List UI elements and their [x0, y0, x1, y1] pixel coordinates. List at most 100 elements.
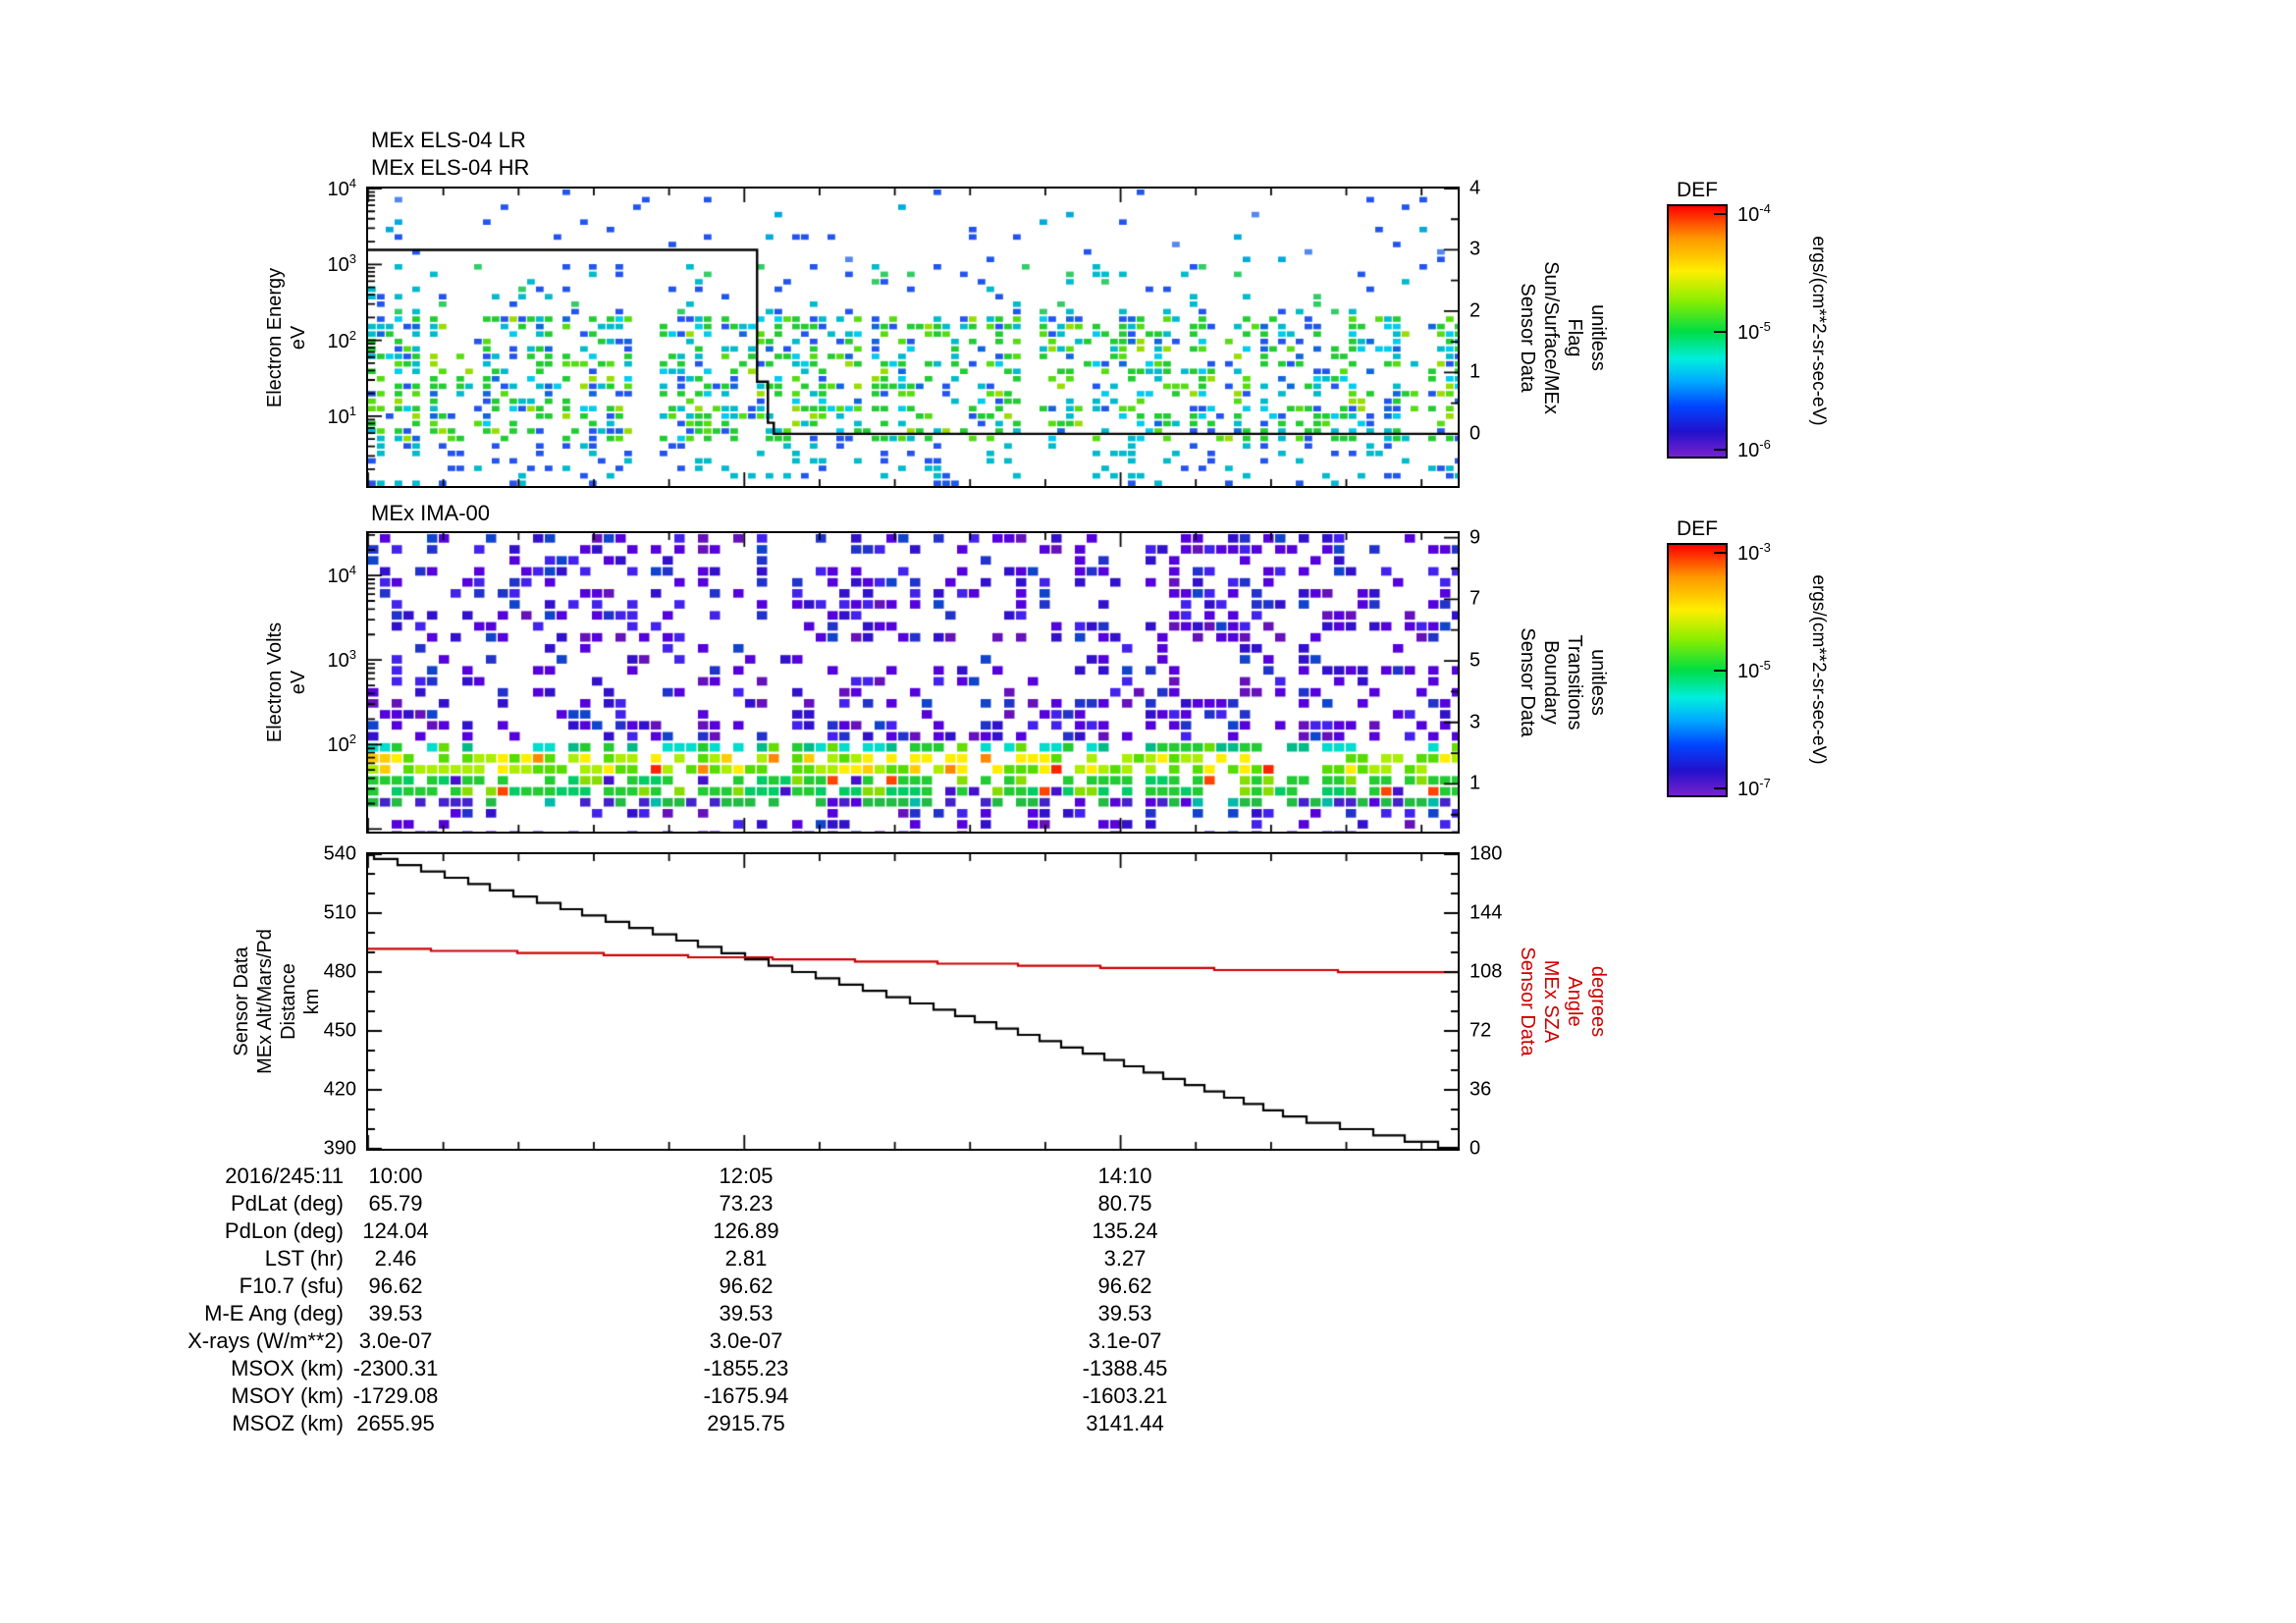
table-row-label: MSOX (km) [231, 1356, 344, 1380]
ima-boundary-ytick: 3 [1469, 711, 1481, 733]
ima-boundary-ytick: 1 [1469, 772, 1481, 794]
sza-ytick: 144 [1469, 901, 1503, 924]
colorbar-2-tick: 10-7 [1737, 776, 1771, 800]
aux-panel-frame [366, 852, 1460, 1151]
table-cell: 3.1e-07 [1088, 1328, 1162, 1353]
table-cell: 2.81 [724, 1246, 768, 1271]
table-row-label: MSOZ (km) [232, 1411, 344, 1435]
els-panel-frame [366, 187, 1460, 488]
altitude-ytick: 390 [323, 1137, 356, 1160]
table-cell: 39.53 [1097, 1301, 1152, 1325]
els-ytick: 101 [327, 404, 356, 428]
table-cell: 2655.95 [356, 1411, 435, 1435]
colorbar-2-tick: 10-5 [1737, 658, 1771, 682]
ima-panel-frame [366, 531, 1460, 834]
els-ytick: 103 [327, 251, 356, 276]
table-cell: 3.0e-07 [358, 1328, 433, 1353]
table-cell: 2.46 [374, 1246, 417, 1271]
ima-ytick: 104 [327, 563, 356, 587]
els-title-lr: MEx ELS-04 LR [371, 128, 526, 152]
colorbar-1-tickmark [1714, 449, 1726, 451]
altitude-ytick: 540 [323, 842, 356, 865]
ima-spectrogram-canvas [368, 533, 1458, 832]
colorbar-1-title: DEF [1677, 179, 1718, 201]
table-cell: 39.53 [719, 1301, 774, 1325]
table-cell: 96.62 [719, 1273, 774, 1298]
table-cell: 39.53 [368, 1301, 423, 1325]
time-tick-label: 12:05 [719, 1163, 774, 1188]
altitude-axis-label: Sensor Data MEx Alt/Mars/Pd Distance km [231, 929, 323, 1074]
sza-ytick: 180 [1469, 842, 1503, 865]
colorbar-1-tickmark [1714, 331, 1726, 333]
table-row-label: F10.7 (sfu) [239, 1273, 344, 1298]
table-row-label: MSOY (km) [231, 1383, 344, 1408]
table-cell: 96.62 [1097, 1273, 1152, 1298]
sza-axis-label: degrees Angle MEx SZA Sensor Data [1517, 947, 1609, 1056]
ima-ytick: 103 [327, 647, 356, 672]
sza-ytick: 108 [1469, 960, 1503, 983]
colorbar-2-tickmark [1714, 787, 1726, 789]
els-flag-ytick: 3 [1469, 238, 1481, 260]
els-flag-ytick: 0 [1469, 422, 1481, 445]
table-cell: 3.0e-07 [709, 1328, 783, 1353]
colorbar-2-tick: 10-3 [1737, 540, 1771, 565]
ima-boundary-axis-label: unitless Transitions Boundary Sensor Dat… [1517, 627, 1609, 737]
table-cell: 3141.44 [1086, 1411, 1164, 1435]
ima-title: MEx IMA-00 [371, 501, 491, 525]
table-cell: 80.75 [1097, 1191, 1152, 1216]
table-cell: 126.89 [713, 1218, 779, 1243]
ima-boundary-ytick: 5 [1469, 649, 1481, 672]
table-row-label: PdLon (deg) [224, 1218, 344, 1243]
colorbar-2-tickmark [1714, 552, 1726, 554]
els-ytick: 102 [327, 328, 356, 352]
ima-ytick: 102 [327, 731, 356, 756]
els-flag-axis-label: unitless Flag Sun/Surface/MEx Sensor Dat… [1517, 261, 1609, 414]
time-tick-label: 10:00 [368, 1163, 423, 1188]
altitude-ytick: 450 [323, 1019, 356, 1042]
colorbar-1-units: ergs/(cm**2-sr-sec-eV) [1808, 236, 1829, 426]
ima-yaxis-label: Electron Volts eV [264, 622, 309, 743]
altitude-ytick: 510 [323, 901, 356, 924]
table-cell: 124.04 [362, 1218, 429, 1243]
table-cell: -1855.23 [703, 1356, 789, 1380]
table-cell: 135.24 [1092, 1218, 1158, 1243]
els-yaxis-label: Electron Energy eV [264, 267, 309, 408]
els-flag-ytick: 2 [1469, 299, 1481, 322]
table-row-label: PdLat (deg) [231, 1191, 344, 1216]
altitude-ytick: 480 [323, 960, 356, 983]
colorbar-2-tickmark [1714, 670, 1726, 672]
table-cell: -1675.94 [703, 1383, 789, 1408]
table-cell: -1388.45 [1082, 1356, 1168, 1380]
table-cell: 2915.75 [707, 1411, 785, 1435]
table-cell: 3.27 [1103, 1246, 1147, 1271]
colorbar-1-tick: 10-6 [1737, 437, 1771, 461]
colorbar-2-units: ergs/(cm**2-sr-sec-eV) [1808, 574, 1829, 765]
ima-boundary-ytick: 9 [1469, 526, 1481, 549]
colorbar-1-tick: 10-4 [1737, 201, 1771, 226]
els-title-hr: MEx ELS-04 HR [371, 155, 530, 180]
els-flag-ytick: 4 [1469, 177, 1481, 199]
table-cell: -1603.21 [1082, 1383, 1168, 1408]
colorbar-2-title: DEF [1677, 517, 1718, 540]
time-tick-label: 14:10 [1097, 1163, 1152, 1188]
altitude-sza-canvas [368, 854, 1458, 1149]
sza-ytick: 72 [1469, 1019, 1492, 1042]
ima-boundary-ytick: 7 [1469, 587, 1481, 610]
els-ytick: 104 [327, 176, 356, 200]
els-spectrogram-canvas [368, 189, 1458, 486]
sza-ytick: 0 [1469, 1137, 1481, 1160]
table-row-label: M-E Ang (deg) [204, 1301, 344, 1325]
sza-ytick: 36 [1469, 1078, 1492, 1101]
table-row-label: 2016/245:11 [225, 1163, 344, 1188]
table-cell: 65.79 [368, 1191, 423, 1216]
colorbar-1-tickmark [1714, 213, 1726, 215]
table-row-label: X-rays (W/m**2) [187, 1328, 344, 1353]
colorbar-1-tick: 10-5 [1737, 319, 1771, 344]
table-row-label: LST (hr) [264, 1246, 344, 1271]
els-flag-ytick: 1 [1469, 360, 1481, 383]
table-cell: -1729.08 [352, 1383, 439, 1408]
altitude-ytick: 420 [323, 1078, 356, 1101]
table-cell: -2300.31 [352, 1356, 439, 1380]
table-cell: 73.23 [719, 1191, 774, 1216]
